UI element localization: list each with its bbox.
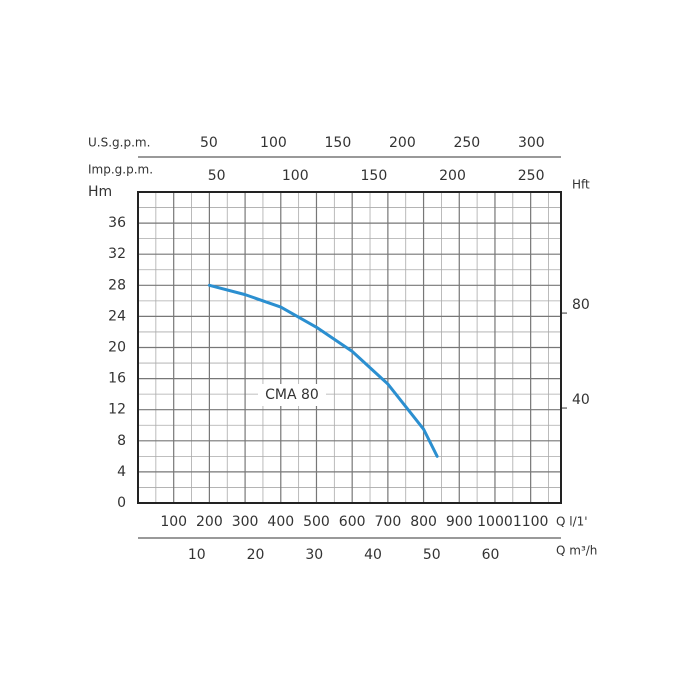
secondary-tick-label: 60 xyxy=(482,547,500,563)
y-tick-label: 20 xyxy=(108,340,126,356)
secondary-tick-label: 30 xyxy=(305,547,323,563)
secondary-axis-label: U.S.g.p.m. xyxy=(88,136,150,150)
secondary-tick-label: 50 xyxy=(200,135,218,151)
y-axis-label: Hm xyxy=(88,184,112,200)
x-tick-label: 100 xyxy=(160,514,187,530)
secondary-tick-label: 50 xyxy=(208,168,226,184)
y-tick-label: 36 xyxy=(108,215,126,231)
y-tick-label: 16 xyxy=(108,371,126,387)
y2-tick-label: 80 xyxy=(572,297,590,313)
x-tick-label: 1000 xyxy=(477,514,513,530)
y-tick-label: 12 xyxy=(108,402,126,418)
secondary-tick-label: 100 xyxy=(260,135,287,151)
secondary-axis-label: Imp.g.p.m. xyxy=(88,163,153,177)
x-tick-label: 400 xyxy=(267,514,294,530)
secondary-tick-label: 300 xyxy=(518,135,545,151)
secondary-tick-label: 250 xyxy=(518,168,545,184)
x-axis-label: Q l/1' xyxy=(556,515,588,529)
secondary-tick-label: 20 xyxy=(247,547,265,563)
secondary-tick-label: 150 xyxy=(361,168,388,184)
x-tick-label: 800 xyxy=(410,514,437,530)
x-tick-label: 300 xyxy=(232,514,259,530)
secondary-tick-label: 200 xyxy=(439,168,466,184)
x-tick-label: 500 xyxy=(303,514,330,530)
secondary-axis-label: Q m³/h xyxy=(556,544,597,558)
x-tick-label: 1100 xyxy=(513,514,549,530)
y-tick-label: 32 xyxy=(108,246,126,262)
secondary-tick-label: 10 xyxy=(188,547,206,563)
x-tick-label: 200 xyxy=(196,514,223,530)
x-tick-label: 900 xyxy=(446,514,473,530)
y-tick-label: 28 xyxy=(108,277,126,293)
series-label-bg xyxy=(258,384,326,406)
y-tick-label: 4 xyxy=(117,464,126,480)
x-tick-label: 700 xyxy=(375,514,402,530)
secondary-tick-label: 150 xyxy=(325,135,352,151)
y-tick-label: 0 xyxy=(117,495,126,511)
secondary-tick-label: 200 xyxy=(389,135,416,151)
series-label: CMA 80 xyxy=(265,387,319,403)
secondary-tick-label: 100 xyxy=(282,168,309,184)
y-tick-label: 24 xyxy=(108,308,126,324)
x-tick-label: 600 xyxy=(339,514,366,530)
curve xyxy=(207,283,439,458)
secondary-tick-label: 250 xyxy=(453,135,480,151)
secondary-tick-label: 50 xyxy=(423,547,441,563)
y2-axis-label: Hft xyxy=(572,178,590,192)
y-tick-label: 8 xyxy=(117,433,126,449)
secondary-tick-label: 40 xyxy=(364,547,382,563)
plot-frame xyxy=(137,191,562,504)
y2-tick-label: 40 xyxy=(572,392,590,408)
